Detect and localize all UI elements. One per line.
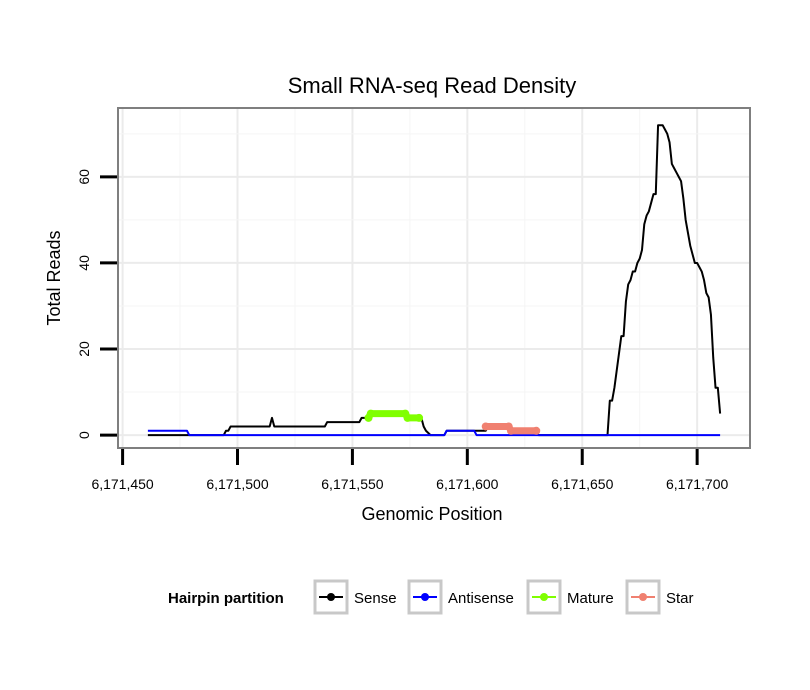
series-point-star [481, 422, 490, 431]
legend-key-point [540, 593, 548, 601]
legend-item-star: Star [625, 579, 694, 615]
y-axis-label: Total Reads [44, 230, 64, 325]
plot-border [117, 107, 751, 449]
series-line-antisense [147, 429, 721, 437]
legend: Hairpin partition Sense Antisense Mature St… [168, 579, 694, 615]
x-tick-label: 6,171,550 [321, 476, 383, 492]
legend-label: Antisense [448, 590, 514, 607]
series-point-mature [415, 413, 424, 422]
legend-title: Hairpin partition [168, 590, 284, 607]
plot-panel [118, 108, 750, 448]
x-axis: 6,171,450 6,171,500 6,171,550 6,171,600 6,17… [91, 449, 728, 492]
legend-item-antisense: Antisense [407, 579, 514, 615]
legend-label: Sense [354, 590, 397, 607]
x-axis-label: Genomic Position [361, 504, 502, 524]
legend-key-point [421, 593, 429, 601]
series-point-star [532, 426, 541, 435]
legend-label: Star [666, 590, 694, 607]
x-tick-label: 6,171,700 [666, 476, 728, 492]
legend-key-point [327, 593, 335, 601]
y-tick-label: 20 [76, 341, 92, 357]
legend-item-sense: Sense [313, 579, 397, 615]
x-tick-label: 6,171,500 [206, 476, 268, 492]
y-tick-label: 0 [76, 431, 92, 439]
series-point-mature [403, 413, 412, 422]
x-tick-label: 6,171,650 [551, 476, 613, 492]
legend-label: Mature [567, 590, 614, 607]
legend-key-point [639, 593, 647, 601]
chart-title: Small RNA-seq Read Density [288, 73, 577, 98]
legend-item-mature: Mature [526, 579, 614, 615]
y-tick-label: 40 [76, 255, 92, 271]
x-tick-label: 6,171,450 [91, 476, 153, 492]
x-tick-label: 6,171,600 [436, 476, 498, 492]
series-point-mature [366, 409, 375, 418]
y-tick-label: 60 [76, 169, 92, 185]
series-point-star [506, 426, 515, 435]
series-line-sense [147, 124, 722, 437]
y-axis: 0 20 40 60 [76, 169, 117, 439]
legend-entries: Sense Antisense Mature Star [313, 579, 694, 615]
series-layer [147, 124, 722, 437]
